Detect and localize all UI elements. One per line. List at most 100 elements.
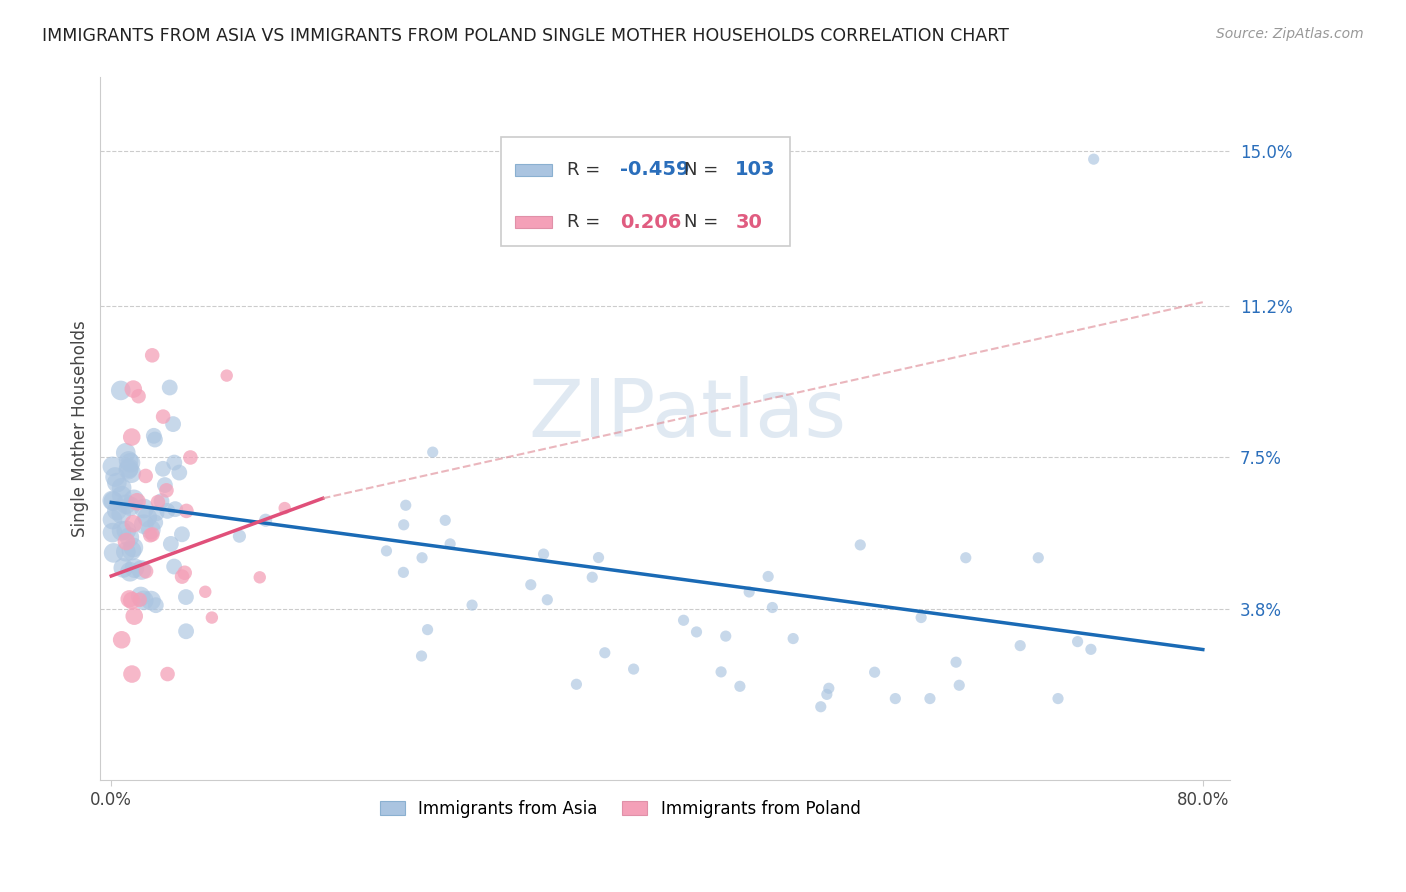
FancyBboxPatch shape [502,137,790,246]
Immigrants from Asia [174,624,197,639]
Immigrants from Poland [121,430,143,444]
Immigrants from Asia [685,624,707,639]
Immigrants from Asia [143,516,166,530]
Immigrants from Poland [118,591,141,606]
Immigrants from Asia [132,501,155,516]
Immigrants from Asia [849,538,872,552]
Immigrants from Poland [155,483,177,498]
Immigrants from Asia [955,550,977,565]
Immigrants from Poland [173,566,195,580]
Immigrants from Asia [815,687,838,701]
Immigrants from Poland [141,527,163,541]
Immigrants from Asia [145,598,167,612]
Immigrants from Poland [121,593,143,607]
Immigrants from Poland [125,494,148,508]
Immigrants from Asia [672,613,695,627]
Immigrants from Asia [228,529,250,543]
Immigrants from Poland [128,592,150,607]
Immigrants from Asia [565,677,588,691]
Immigrants from Asia [132,593,155,607]
Text: 30: 30 [735,212,762,232]
Immigrants from Asia [817,681,839,696]
Immigrants from Asia [422,445,444,459]
Immigrants from Asia [121,543,143,558]
Text: N =: N = [685,161,724,179]
Immigrants from Asia [395,498,418,512]
Legend: Immigrants from Asia, Immigrants from Poland: Immigrants from Asia, Immigrants from Po… [373,793,868,825]
Immigrants from Asia [1066,634,1088,648]
Immigrants from Asia [122,492,145,507]
Immigrants from Asia [254,513,277,527]
Text: IMMIGRANTS FROM ASIA VS IMMIGRANTS FROM POLAND SINGLE MOTHER HOUSEHOLDS CORRELAT: IMMIGRANTS FROM ASIA VS IMMIGRANTS FROM … [42,27,1010,45]
Immigrants from Asia [728,679,751,693]
Text: R =: R = [567,213,606,231]
Immigrants from Asia [111,489,134,503]
Immigrants from Asia [145,506,167,520]
Immigrants from Asia [124,561,146,575]
Immigrants from Asia [153,478,176,492]
Immigrants from Asia [115,524,138,538]
Immigrants from Asia [1010,639,1032,653]
Immigrants from Asia [165,502,187,516]
Immigrants from Asia [118,565,141,579]
Immigrants from Asia [416,623,439,637]
Immigrants from Asia [520,578,543,592]
Immigrants from Poland [122,382,145,396]
Immigrants from Asia [118,461,141,475]
Immigrants from Asia [103,546,125,560]
Immigrants from Asia [114,446,136,460]
Immigrants from Asia [110,481,132,495]
Y-axis label: Single Mother Households: Single Mother Households [72,320,89,537]
Immigrants from Asia [117,454,139,468]
Immigrants from Asia [156,504,179,518]
Immigrants from Asia [101,525,124,540]
Immigrants from Asia [782,632,804,646]
Immigrants from Asia [581,570,603,584]
Immigrants from Asia [910,610,932,624]
Immigrants from Poland [176,504,198,518]
Immigrants from Asia [120,467,142,481]
Immigrants from Asia [810,699,832,714]
Immigrants from Asia [110,524,132,538]
Immigrants from Asia [623,662,645,676]
Immigrants from Asia [439,537,461,551]
Immigrants from Asia [118,530,141,544]
Immigrants from Asia [170,527,193,541]
Immigrants from Poland [135,469,157,483]
Immigrants from Asia [588,550,610,565]
Immigrants from Poland [115,534,138,549]
Immigrants from Asia [761,600,783,615]
Immigrants from Poland [172,569,194,583]
Immigrants from Asia [411,648,433,663]
Immigrants from Poland [215,368,238,383]
Immigrants from Asia [434,513,457,527]
Immigrants from Asia [710,665,733,679]
Immigrants from Asia [104,470,127,484]
Immigrants from Asia [593,646,616,660]
Immigrants from Asia [101,459,124,474]
Immigrants from Asia [1083,152,1105,166]
Immigrants from Poland [194,584,217,599]
Bar [515,163,553,177]
Immigrants from Asia [174,590,197,604]
Immigrants from Asia [115,545,138,559]
Immigrants from Poland [122,609,145,624]
Text: R =: R = [567,161,606,179]
Immigrants from Asia [150,494,173,508]
Immigrants from Asia [112,561,135,575]
Immigrants from Asia [163,456,186,470]
Immigrants from Asia [139,523,162,537]
Immigrants from Asia [411,550,433,565]
Immigrants from Poland [156,667,179,681]
Immigrants from Asia [1046,691,1069,706]
Immigrants from Poland [146,495,169,509]
Immigrants from Poland [141,348,163,362]
Immigrants from Asia [738,585,761,599]
Immigrants from Poland [249,570,271,584]
Immigrants from Asia [105,503,128,517]
Text: Source: ZipAtlas.com: Source: ZipAtlas.com [1216,27,1364,41]
Immigrants from Asia [1026,550,1049,565]
Immigrants from Asia [392,566,415,580]
Immigrants from Asia [1080,642,1102,657]
Immigrants from Asia [131,563,153,577]
